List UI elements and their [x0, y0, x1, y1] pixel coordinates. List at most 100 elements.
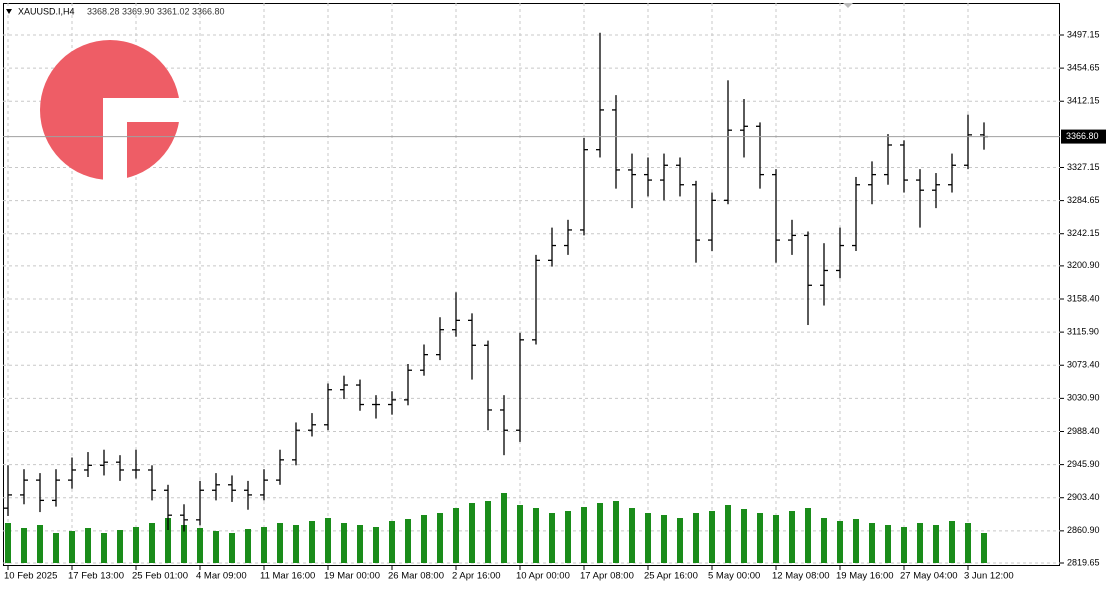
volume-bar [133, 527, 139, 563]
volume-bar [613, 501, 619, 563]
volume-bar [933, 525, 939, 563]
volume-bar [53, 533, 59, 563]
volume-bar [805, 508, 811, 563]
y-tick-label: 3030.90 [1067, 393, 1100, 403]
volume-bar [245, 529, 251, 563]
last-price-label: 3366.80 [1066, 131, 1099, 141]
x-tick-label: 25 Feb 01:00 [132, 571, 188, 582]
y-tick-label: 3242.15 [1067, 228, 1100, 238]
volume-bar [901, 527, 907, 563]
y-tick-label: 3200.90 [1067, 260, 1100, 270]
x-tick-label: 4 Mar 09:00 [196, 571, 247, 582]
x-tick-label: 5 May 00:00 [708, 571, 760, 582]
volume-bar [293, 525, 299, 563]
x-tick-label: 19 Mar 00:00 [324, 571, 380, 582]
volume-bar [677, 518, 683, 563]
header-value: 3368.28 [87, 6, 120, 16]
y-tick-label: 2819.65 [1067, 557, 1100, 567]
volume-bar [645, 513, 651, 563]
volume-bar [533, 508, 539, 563]
volume-bar [629, 508, 635, 563]
volume-bar [709, 511, 715, 563]
y-tick-label: 3327.15 [1067, 162, 1100, 172]
volume-bar [965, 523, 971, 563]
x-tick-label: 25 Apr 16:00 [644, 571, 698, 582]
volume-bar [261, 527, 267, 563]
y-tick-label: 3158.40 [1067, 293, 1100, 303]
header-symbol: XAUUSD.I,H4 [18, 6, 75, 16]
volume-bar [565, 511, 571, 563]
volume-bar [949, 521, 955, 563]
volume-bar [981, 533, 987, 563]
volume-bar [21, 528, 27, 563]
volume-bar [773, 515, 779, 563]
volume-bar [581, 507, 587, 563]
volume-bar [37, 525, 43, 563]
volume-bar [197, 528, 203, 563]
volume-bar [149, 523, 155, 563]
x-tick-label: 3 Jun 12:00 [964, 571, 1014, 582]
logo-cut [103, 98, 183, 122]
volume-bar [757, 513, 763, 563]
x-tick-label: 17 Apr 08:00 [580, 571, 634, 582]
x-tick-label: 10 Apr 00:00 [516, 571, 570, 582]
volume-bar [741, 509, 747, 563]
volume-bar [597, 503, 603, 563]
x-tick-label: 26 Mar 08:00 [388, 571, 444, 582]
volume-bar [485, 501, 491, 563]
volume-bar [821, 518, 827, 563]
volume-bar [453, 508, 459, 563]
volume-bar [325, 518, 331, 563]
shift-marker [843, 3, 853, 8]
volume-bar [661, 515, 667, 563]
volume-bar [853, 519, 859, 563]
volume-bar [469, 503, 475, 563]
header-value: 3361.02 [157, 6, 190, 16]
volume-bar [517, 505, 523, 563]
volume-bar [213, 531, 219, 563]
y-tick-label: 3284.65 [1067, 195, 1100, 205]
volume-bar [117, 530, 123, 563]
x-tick-label: 11 Mar 16:00 [260, 571, 315, 582]
x-tick-label: 2 Apr 16:00 [452, 571, 501, 582]
volume-bar [725, 505, 731, 563]
volume-bar [101, 533, 107, 563]
y-tick-label: 3073.40 [1067, 360, 1100, 370]
x-tick-label: 12 May 08:00 [772, 571, 830, 582]
volume-bar [837, 521, 843, 563]
volume-bar [165, 518, 171, 563]
last-price-box [1061, 129, 1106, 144]
y-tick-label: 3412.15 [1067, 96, 1100, 106]
x-tick-label: 27 May 04:00 [900, 571, 958, 582]
volume-bar [917, 523, 923, 563]
volume-bar [5, 523, 11, 563]
volume-bar [181, 525, 187, 563]
volume-bar [501, 493, 507, 563]
volume-bar [549, 513, 555, 563]
plot-frame [3, 3, 1060, 566]
volume-bar [389, 521, 395, 563]
plot [4, 32, 988, 563]
volume-bar [69, 531, 75, 563]
logo-bar [127, 122, 150, 148]
y-tick-label: 3115.90 [1067, 326, 1099, 336]
header-value: 3369.90 [122, 6, 155, 16]
y-tick-label: 3497.15 [1067, 29, 1100, 39]
header-value: 3366.80 [192, 6, 225, 16]
volume-bar [341, 523, 347, 563]
y-tick-label: 2860.90 [1067, 525, 1100, 535]
header-arrow [6, 9, 12, 14]
y-tick-label: 3454.65 [1067, 62, 1100, 72]
x-tick-label: 10 Feb 2025 [4, 571, 57, 582]
volume-bar [229, 533, 235, 563]
volume-bar [357, 525, 363, 563]
y-tick-label: 2988.40 [1067, 426, 1100, 436]
volume-bar [373, 527, 379, 563]
volume-bar [277, 523, 283, 563]
volume-bar [437, 513, 443, 563]
x-tick-label: 19 May 16:00 [836, 571, 894, 582]
x-tick-label: 17 Feb 13:00 [68, 571, 124, 582]
volume-bar [693, 513, 699, 563]
